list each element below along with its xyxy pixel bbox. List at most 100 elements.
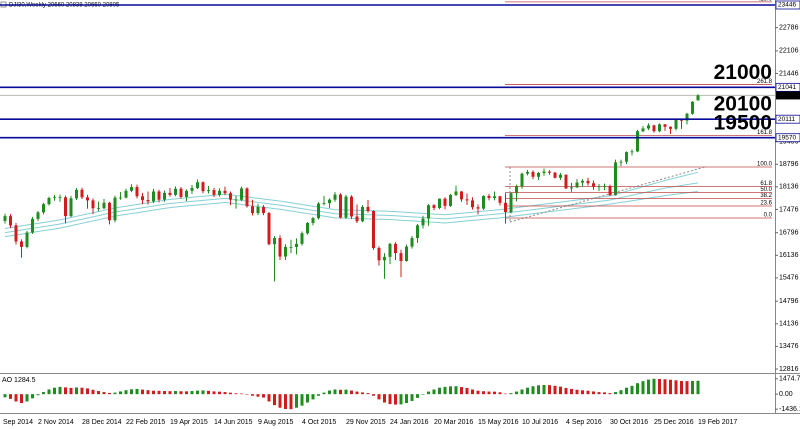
candle-body — [372, 210, 375, 248]
candle-body — [548, 171, 551, 173]
x-tick-label: 4 Oct 2015 — [302, 419, 336, 426]
candle-body — [383, 256, 386, 261]
candle-body — [509, 193, 513, 213]
candle-body — [405, 246, 408, 261]
fibo-label: 100.0 — [757, 162, 773, 168]
level-price-label: 19570 — [778, 134, 796, 141]
candle-body — [625, 152, 628, 162]
candle-body — [47, 197, 51, 205]
candle-body — [471, 200, 474, 208]
candle-body — [245, 188, 249, 207]
candle-body — [498, 196, 502, 203]
x-tick-label: 29 Nov 2015 — [346, 419, 386, 426]
indicator-bar — [69, 387, 73, 395]
y-tick-label: 14796 — [779, 298, 799, 305]
candle-body — [619, 161, 623, 163]
indicator-bar — [696, 380, 700, 395]
candle-body — [537, 172, 540, 177]
candle-body — [179, 188, 183, 197]
level-note: 19500 — [714, 111, 772, 134]
indicator-bar — [658, 378, 661, 395]
candle-body — [416, 225, 419, 239]
candle-body — [421, 218, 425, 226]
indicator-bar — [344, 389, 348, 395]
candle-body — [526, 171, 529, 174]
indicator-bar — [454, 386, 458, 395]
candle-body — [135, 187, 139, 197]
indicator-bar — [443, 386, 447, 395]
y-tick-label: 16796 — [779, 230, 799, 237]
candle-body — [80, 189, 84, 198]
indicator-bar — [25, 394, 29, 402]
indicator-bar — [240, 393, 243, 395]
candle-body — [289, 246, 293, 248]
candle-body — [410, 238, 414, 247]
x-tick-label: 10 Jul 2016 — [522, 419, 558, 426]
indicator-bar — [663, 379, 667, 395]
candle-body — [647, 125, 650, 129]
candle-body — [190, 188, 194, 191]
indicator-bar — [498, 392, 502, 395]
candle-body — [487, 195, 491, 198]
indicator-bar — [306, 394, 309, 403]
indicator-bar — [152, 390, 155, 395]
indicator-bar — [647, 379, 650, 395]
candle-body — [685, 113, 689, 121]
candle-body — [75, 189, 78, 199]
y-tick-label: 14136 — [779, 321, 799, 328]
indicator-bar — [636, 383, 639, 395]
indicator-bar — [377, 394, 381, 400]
indicator-bar — [53, 387, 56, 395]
indicator-bar — [42, 392, 45, 395]
indicator-bar — [548, 385, 551, 395]
candle-body — [614, 162, 617, 196]
fibo-label: 0.0 — [764, 213, 773, 219]
candle-body — [641, 128, 645, 132]
indicator-bar — [185, 391, 188, 395]
indicator-bar — [394, 394, 397, 405]
indicator-bar — [630, 385, 634, 395]
indicator-bar — [317, 394, 320, 396]
y-tick-label: 22106 — [779, 48, 799, 55]
candle-body — [449, 194, 452, 206]
level-price-box — [775, 0, 800, 10]
candle-body — [691, 101, 694, 114]
indicator-bar — [130, 389, 133, 395]
indicator-bar — [542, 384, 546, 395]
indicator-bar — [157, 390, 161, 395]
indicator-bar — [141, 389, 144, 395]
indicator-bar — [614, 392, 617, 395]
indicator-bar — [531, 386, 535, 395]
fibo-trend — [509, 166, 706, 223]
fibo-label: 261.8 — [757, 79, 773, 85]
indicator-bar — [163, 391, 166, 395]
candle-body — [273, 238, 276, 245]
level-price-box — [775, 133, 800, 143]
candle-body — [559, 174, 562, 178]
candle-body — [278, 238, 282, 257]
candle-body — [366, 206, 370, 211]
candle-body — [344, 196, 348, 218]
y-tick-label: 13476 — [779, 343, 799, 350]
indicator-bar — [14, 394, 18, 402]
candle-body — [482, 195, 485, 209]
indicator-bar — [366, 393, 370, 395]
candle-body — [113, 197, 117, 221]
indicator-bar — [229, 392, 232, 395]
x-tick-label: 25 Dec 2016 — [654, 419, 694, 426]
candle-body — [504, 202, 507, 213]
indicator-bar — [273, 394, 276, 406]
candle-body — [696, 95, 700, 101]
candle-body — [394, 243, 397, 254]
indicator-bar — [465, 387, 469, 395]
candle-body — [328, 199, 331, 204]
indicator-bar — [289, 394, 293, 410]
candle-body — [124, 190, 128, 198]
candle-body — [108, 202, 111, 221]
candle-body — [680, 119, 683, 121]
candle-body — [218, 190, 221, 195]
candle-body — [520, 173, 524, 187]
indicator-bar — [9, 394, 12, 399]
